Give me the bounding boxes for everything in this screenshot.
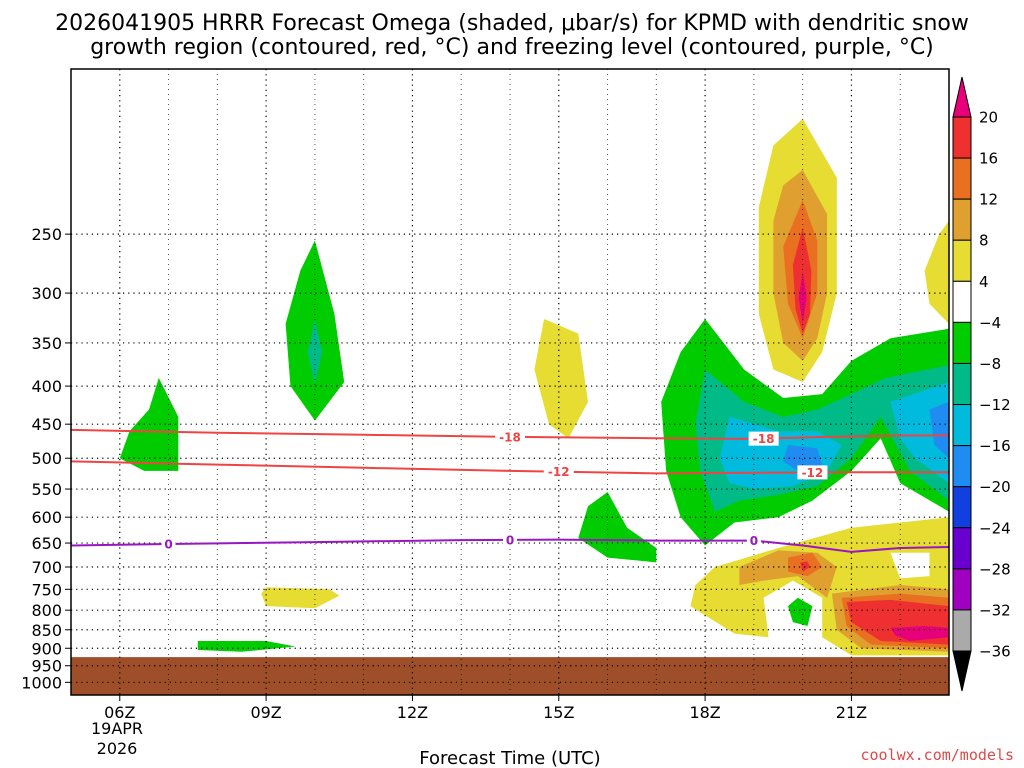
omega-region-19 bbox=[924, 220, 949, 324]
colorbar-top-arrow bbox=[952, 76, 972, 118]
contour-label-0-0: -18 bbox=[499, 430, 521, 444]
grid-lines bbox=[71, 69, 949, 695]
x-axis-ticks: 06Z 09Z 12Z 15Z 18Z 21Z bbox=[104, 695, 867, 722]
y-tick-900: 900 bbox=[31, 639, 62, 658]
credit-text: coolwx.com/models bbox=[860, 746, 1014, 764]
x-tick-21Z: 21Z bbox=[836, 703, 867, 722]
ground-surface bbox=[71, 657, 949, 695]
omega-region-1 bbox=[307, 319, 323, 385]
colorbar-label-13: −36 bbox=[979, 643, 1011, 661]
colorbar-label-2: 12 bbox=[979, 191, 998, 209]
colorbar-label-8: −16 bbox=[979, 437, 1011, 455]
y-tick-800: 800 bbox=[31, 601, 62, 620]
colorbar-swatch-4 bbox=[952, 239, 972, 282]
contour-label-0-1: -18 bbox=[753, 432, 775, 446]
y-tick-700: 700 bbox=[31, 558, 62, 577]
omega-region-7 bbox=[261, 587, 340, 609]
y-tick-600: 600 bbox=[31, 508, 62, 527]
omega-region-6 bbox=[534, 319, 588, 439]
y-tick-650: 650 bbox=[31, 534, 62, 553]
colorbar-label-5: −4 bbox=[979, 314, 1001, 332]
y-tick-400: 400 bbox=[31, 377, 62, 396]
colorbar-swatch-9 bbox=[952, 445, 972, 488]
contour-label-1-1: -12 bbox=[802, 466, 824, 480]
y-tick-500: 500 bbox=[31, 449, 62, 468]
colorbar-label-9: −20 bbox=[979, 478, 1011, 496]
y-axis-ticks: 2503003504004505005506006507007508008509… bbox=[21, 225, 71, 692]
contour-label-bg bbox=[543, 464, 574, 479]
colorbar-label-11: −28 bbox=[979, 560, 1011, 578]
contour-label-bg bbox=[503, 532, 517, 547]
colorbar-swatch-3 bbox=[952, 198, 972, 241]
colorbar-label-7: −12 bbox=[979, 396, 1011, 414]
colorbar-swatch-8 bbox=[952, 404, 972, 447]
colorbar: 20 16 12 8 4 −4 −8 −12 −16 −20 −24 −28 −32 −36 bbox=[952, 76, 1011, 692]
omega-region-18 bbox=[798, 270, 807, 324]
contour-label-bg bbox=[746, 533, 761, 548]
contour-label-1-0: -12 bbox=[548, 465, 570, 479]
colorbar-label-6: −8 bbox=[979, 355, 1001, 373]
date-label: 19APR bbox=[91, 719, 143, 738]
omega-region-3 bbox=[578, 492, 657, 563]
x-tick-12Z: 12Z bbox=[397, 703, 428, 722]
temperature-contours: -18 -18 -12 -12 0 0 0 bbox=[71, 428, 949, 553]
colorbar-label-3: 8 bbox=[979, 232, 989, 250]
x-tick-15Z: 15Z bbox=[543, 703, 574, 722]
colorbar-swatch-13 bbox=[952, 609, 972, 652]
chart-title-line2: growth region (contoured, red, °C) and f… bbox=[90, 35, 934, 60]
contour-label-2-1: 0 bbox=[506, 533, 514, 547]
contour-label-2-2: 0 bbox=[750, 534, 758, 548]
omega-shading bbox=[119, 118, 949, 656]
y-tick-950: 950 bbox=[31, 657, 62, 676]
omega-region-13 bbox=[929, 401, 949, 459]
contour-label-bg bbox=[748, 431, 779, 446]
colorbar-swatch-12 bbox=[952, 568, 972, 611]
contour-label-bg bbox=[161, 537, 176, 552]
colorbar-swatch-10 bbox=[952, 486, 972, 529]
y-tick-1000: 1000 bbox=[21, 673, 62, 692]
colorbar-swatch-7 bbox=[952, 362, 972, 406]
colorbar-label-1: 16 bbox=[979, 150, 998, 168]
y-tick-350: 350 bbox=[31, 334, 62, 353]
y-tick-450: 450 bbox=[31, 415, 62, 434]
x-tick-18Z: 18Z bbox=[689, 703, 720, 722]
ground-layer bbox=[71, 657, 949, 695]
contour-0 bbox=[71, 428, 949, 440]
colorbar-label-0: 20 bbox=[979, 109, 998, 127]
omega-region-4 bbox=[197, 641, 296, 652]
colorbar-label-12: −32 bbox=[979, 601, 1011, 619]
colorbar-swatch-6 bbox=[952, 321, 972, 364]
y-tick-750: 750 bbox=[31, 580, 62, 599]
contour-1 bbox=[71, 460, 949, 475]
y-tick-850: 850 bbox=[31, 621, 62, 640]
x-tick-06Z: 06Z bbox=[104, 703, 135, 722]
colorbar-swatch-5 bbox=[952, 280, 972, 323]
contour-2 bbox=[71, 538, 949, 553]
colorbar-swatch-2 bbox=[952, 157, 972, 200]
colorbar-swatch-11 bbox=[952, 527, 972, 570]
colorbar-swatch-1 bbox=[952, 116, 972, 159]
colorbar-label-4: 4 bbox=[979, 273, 989, 291]
colorbar-bottom-arrow bbox=[952, 650, 972, 692]
x-axis-label: Forecast Time (UTC) bbox=[419, 748, 600, 768]
colorbar-label-10: −24 bbox=[979, 519, 1011, 537]
omega-region-5 bbox=[788, 597, 813, 626]
y-tick-250: 250 bbox=[31, 225, 62, 244]
contour-label-2-0: 0 bbox=[164, 538, 172, 552]
year-label: 2026 bbox=[97, 739, 138, 758]
plot-frame bbox=[70, 68, 950, 696]
y-tick-550: 550 bbox=[31, 480, 62, 499]
x-tick-09Z: 09Z bbox=[250, 703, 281, 722]
contour-label-bg bbox=[797, 465, 828, 480]
contour-label-bg bbox=[495, 429, 525, 444]
chart-title-line1: 2026041905 HRRR Forecast Omega (shaded, … bbox=[55, 11, 969, 36]
y-tick-300: 300 bbox=[31, 284, 62, 303]
